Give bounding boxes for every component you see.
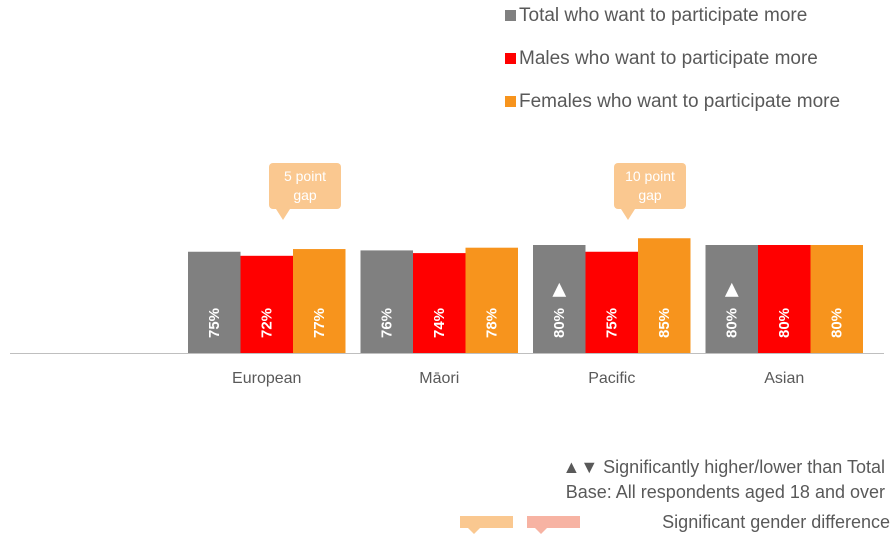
legend: Total who want to participate more Males…: [505, 4, 840, 133]
legend-item-total: Total who want to participate more: [505, 4, 840, 27]
value-label-asian-total: 80%: [723, 308, 740, 338]
bar-european-total: [188, 251, 241, 353]
svg-text:10 point: 10 point: [625, 168, 675, 184]
value-label-european-females: 77%: [311, 308, 328, 338]
significance-note: ▲▼ Significantly higher/lower than Total: [562, 457, 885, 477]
value-label-m-ori-total: 76%: [378, 308, 395, 338]
bar-european-males: [240, 255, 293, 353]
bar-m-ori-total: [360, 250, 413, 353]
legend-item-females: Females who want to participate more: [505, 90, 840, 113]
value-label-m-ori-females: 78%: [483, 308, 500, 338]
value-label-pacific-females: 85%: [656, 308, 673, 338]
bar-m-ori-males: [413, 253, 466, 353]
bar-asian-total: [705, 245, 758, 353]
legend-swatch-total: [505, 10, 516, 21]
x-tick-label-m-ori: Māori: [419, 370, 459, 387]
bar-asian-males: [758, 245, 811, 353]
bar-pacific-females: [638, 238, 691, 353]
bar-m-ori-females: [465, 247, 518, 353]
value-label-european-total: 75%: [206, 308, 223, 338]
gap-callout-european: 5 point gap: [269, 163, 341, 220]
legend-swatch-females: [505, 96, 516, 107]
value-label-pacific-total: 80%: [551, 308, 568, 338]
svg-text:gap: gap: [638, 187, 662, 203]
legend-item-males: Males who want to participate more: [505, 47, 840, 70]
gap-key: Significant gender difference: [460, 512, 890, 536]
value-label-asian-males: 80%: [776, 308, 793, 338]
svg-text:gap: gap: [293, 187, 317, 203]
value-label-pacific-males: 75%: [603, 308, 620, 338]
legend-label-females: Females who want to participate more: [519, 90, 841, 112]
legend-label-males: Males who want to participate more: [519, 47, 818, 69]
svg-text:5 point: 5 point: [284, 168, 326, 184]
callouts-layer: 5 point gap 10 point gap: [269, 163, 686, 220]
x-tick-label-asian: Asian: [764, 370, 804, 387]
significance-marker-pacific: ▲: [552, 279, 566, 300]
x-axis-labels: European Māori Pacific Asian: [232, 370, 804, 387]
gap-callout-pacific: 10 point gap: [614, 163, 686, 220]
bar-chart: 75% 72% 77% 76% 74% 78% 80% 75% 85% 80% 80% 80% ▲ ▲ 5…: [10, 163, 884, 387]
value-label-asian-females: 80%: [828, 308, 845, 338]
bar-pacific-total: [533, 245, 586, 353]
significance-marker-asian: ▲: [725, 279, 739, 300]
x-tick-label-european: European: [232, 370, 301, 387]
x-tick-label-pacific: Pacific: [588, 370, 635, 387]
bars-layer: 75% 72% 77% 76% 74% 78% 80% 75% 85% 80% 80% 80% ▲ ▲: [188, 238, 863, 353]
value-label-european-males: 72%: [258, 308, 275, 338]
legend-label-total: Total who want to participate more: [519, 4, 808, 26]
bar-european-females: [293, 249, 346, 353]
footnotes: ▲▼ Significantly higher/lower than Total…: [563, 455, 885, 505]
legend-swatch-males: [505, 53, 516, 64]
bar-pacific-males: [585, 251, 638, 353]
bar-asian-females: [810, 245, 863, 353]
base-note: Base: All respondents aged 18 and over: [565, 482, 885, 502]
gap-key-swatch-orange: [460, 516, 513, 534]
value-label-m-ori-males: 74%: [431, 308, 448, 338]
gap-key-swatch-pink: [527, 516, 580, 534]
gap-key-label: Significant gender difference: [662, 512, 890, 532]
